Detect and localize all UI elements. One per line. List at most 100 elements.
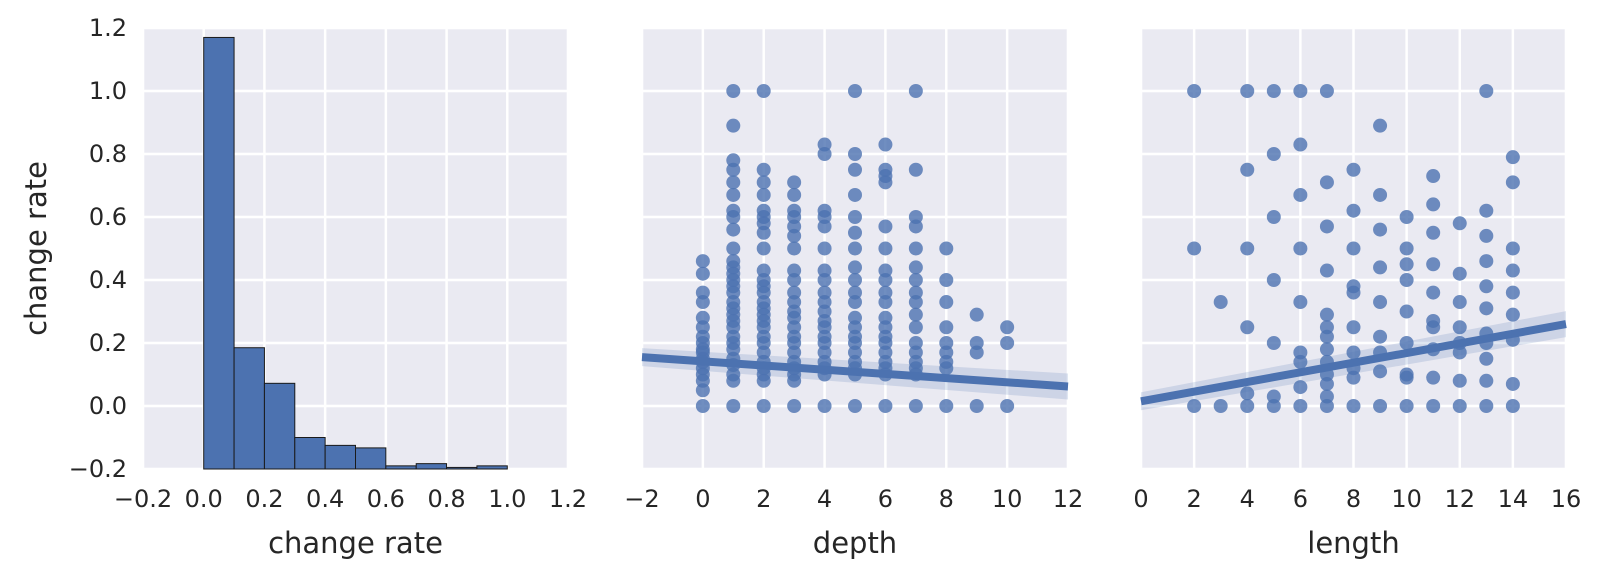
scatter-point <box>1479 254 1494 269</box>
scatter-point <box>848 162 862 177</box>
scatter-point <box>695 266 710 281</box>
scatter-point <box>1399 210 1414 224</box>
regression-line <box>641 353 1069 391</box>
scatter-point <box>695 399 710 413</box>
scatter-point <box>787 285 802 300</box>
scatter-point <box>1346 203 1361 218</box>
x-tick-label: 2 <box>1186 485 1201 513</box>
regression-line <box>1140 320 1567 406</box>
histogram-bar <box>324 444 356 470</box>
scatter-point <box>1240 399 1255 413</box>
scatter-point <box>1293 380 1308 395</box>
scatter-point <box>878 310 893 325</box>
scatter-point <box>1213 399 1228 413</box>
scatter-point <box>1187 84 1202 98</box>
x-tick-label: −2 <box>624 485 659 513</box>
scatter-point <box>848 310 862 325</box>
scatter-point <box>695 254 710 269</box>
x-tick-label: 0 <box>1133 485 1148 513</box>
scatter-point <box>908 320 923 335</box>
scatter-point <box>1373 222 1388 237</box>
scatter-point <box>787 263 802 278</box>
scatter-point <box>1319 175 1334 190</box>
scatter-point <box>848 399 862 413</box>
scatter-point <box>1505 175 1520 190</box>
histogram-bar <box>385 465 417 470</box>
scatter-point <box>848 84 862 98</box>
scatter-point <box>908 336 923 350</box>
x-tick-label: 2 <box>756 485 771 513</box>
x-tick-label: 6 <box>1293 485 1308 513</box>
scatter-point <box>1240 386 1255 401</box>
scatter-point <box>1373 364 1388 379</box>
x-axis-label: depth <box>813 526 897 560</box>
y-tick-label: 1.0 <box>89 77 127 105</box>
scatter-point <box>1293 345 1308 360</box>
scatter-point <box>908 399 923 413</box>
y-tick-label: 0.6 <box>89 203 127 231</box>
x-tick-label: 0 <box>695 485 710 513</box>
scatter-point <box>1399 241 1414 256</box>
scatter-point <box>1452 266 1467 281</box>
scatter-point <box>1319 320 1334 335</box>
scatter-point <box>908 241 923 256</box>
scatter-point <box>848 225 862 240</box>
scatter-point <box>1319 219 1334 234</box>
scatter-point <box>878 399 893 413</box>
scatter-point <box>1266 336 1281 350</box>
scatter-point <box>1479 203 1494 218</box>
scatter-point <box>1452 373 1467 388</box>
histogram-panel: −0.2 0.0 0.2 0.4 0.6 0.8 1.0 1.2 −0.2 0.0 0.2 0.4 0.… <box>19 14 587 560</box>
scatter-point <box>939 399 954 413</box>
histogram-bar <box>415 463 448 470</box>
scatter-point <box>848 285 862 300</box>
scatter-point <box>726 241 741 256</box>
x-tick-label: 6 <box>878 485 893 513</box>
scatter-point <box>1000 399 1015 413</box>
scatter-point <box>878 241 893 256</box>
scatter-point <box>1293 84 1308 98</box>
scatter-point <box>939 273 954 287</box>
scatter-point <box>1399 257 1414 272</box>
scatter-point <box>1399 273 1414 287</box>
scatter-point <box>1373 260 1388 275</box>
scatter-point <box>1346 241 1361 256</box>
x-axis-label: length <box>1307 526 1399 560</box>
scatter-point <box>817 285 832 300</box>
scatter-point <box>1399 304 1414 319</box>
scatter-point <box>1266 84 1281 98</box>
scatter-point <box>756 187 771 202</box>
scatter-point <box>817 399 832 413</box>
scatter-point <box>1505 399 1520 413</box>
scatter-point <box>726 118 741 133</box>
scatter-point <box>726 175 741 190</box>
scatter-point <box>1293 137 1308 152</box>
scatter-point <box>1319 307 1334 322</box>
scatter-point <box>848 147 862 161</box>
x-tick-label: 4 <box>1240 485 1255 513</box>
scatter-point <box>1346 399 1361 413</box>
scatter-point <box>787 399 802 413</box>
scatter-point <box>969 336 984 350</box>
scatter-point <box>756 84 771 98</box>
y-tick-label: 1.2 <box>89 14 127 42</box>
histogram-bar <box>446 466 478 470</box>
scatter-point <box>1373 118 1388 133</box>
scatter-point <box>1293 187 1308 202</box>
scatter-point <box>1426 313 1441 328</box>
scatter-point <box>939 241 954 256</box>
histogram-bar <box>294 437 326 470</box>
scatter-point <box>908 285 923 300</box>
scatter-point <box>1426 370 1441 385</box>
scatter-point <box>1426 197 1441 212</box>
x-tick-label: 1.0 <box>488 485 526 513</box>
scatter-point <box>1293 399 1308 413</box>
scatter-point <box>1240 320 1255 335</box>
scatter-point <box>756 263 771 278</box>
x-tick-label: 16 <box>1551 485 1582 513</box>
scatter-point <box>756 399 771 413</box>
y-tick-label: 0.0 <box>89 392 127 420</box>
histogram-bar <box>476 465 508 470</box>
y-tick-label: 0.8 <box>89 140 127 168</box>
